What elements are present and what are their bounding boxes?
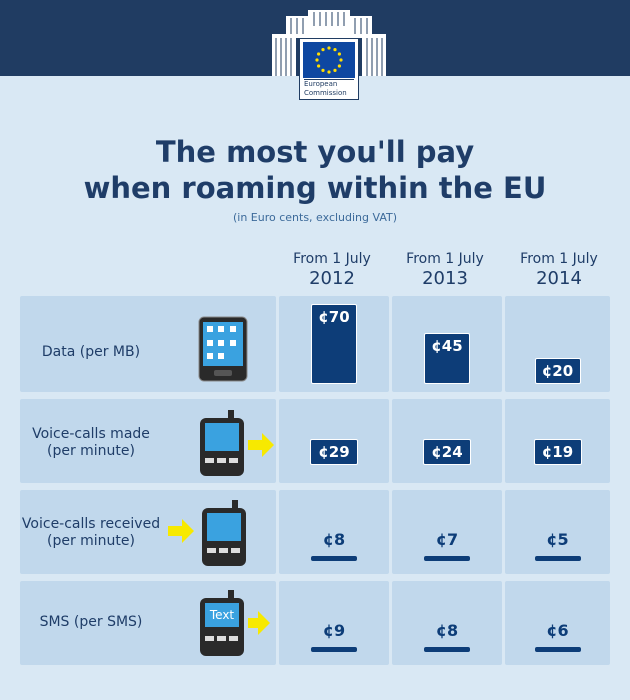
flag-star — [315, 58, 319, 62]
flag-star — [333, 68, 337, 72]
bar-2-2 — [534, 556, 581, 561]
flag-star — [327, 70, 331, 74]
bar-0-1: ¢45 — [424, 332, 470, 384]
bar-3-0 — [311, 647, 357, 652]
mobile-phone-incoming-icon — [168, 500, 246, 566]
logo-text-commission: Commission — [304, 89, 347, 97]
column-header-2013: From 1 July 2013 — [389, 250, 501, 290]
bar-value-label: ¢29 — [318, 443, 350, 461]
column-header-year: 2014 — [536, 268, 582, 289]
row-label-line: Voice-calls received — [21, 516, 161, 532]
bar-value-label: ¢19 — [541, 443, 574, 461]
row-label-sms: SMS (per SMS) — [12, 614, 170, 631]
value-label-3-2: ¢6 — [546, 621, 569, 640]
bar-value-label: ¢70 — [318, 308, 350, 326]
chart-title-line-1: The most you'll pay — [155, 135, 475, 169]
flag-star — [337, 64, 341, 68]
row-label-voice-received: Voice-calls received (per minute) — [12, 516, 170, 550]
column-header-date: From 1 July — [520, 251, 598, 267]
row-label-line: SMS (per SMS) — [39, 614, 143, 630]
logo-text-european: European — [304, 80, 338, 88]
column-header-2014: From 1 July 2014 — [503, 250, 615, 290]
bar-0-2: ¢20 — [534, 358, 581, 384]
flag-star — [321, 68, 325, 72]
sms-text-label: Text — [209, 608, 235, 622]
flag-star — [337, 52, 341, 56]
value-label-2-2: ¢5 — [546, 530, 569, 549]
bar-3-1 — [424, 647, 470, 652]
bar-1-0: ¢29 — [310, 439, 358, 465]
value-label-3-1: ¢8 — [435, 621, 459, 640]
mobile-phone-outgoing-icon — [200, 410, 274, 476]
commission-building-logo — [272, 10, 386, 76]
flag-star — [317, 52, 321, 56]
eu-flag-icon — [303, 42, 355, 78]
bar-0-0: ¢70 — [311, 304, 357, 384]
flag-star — [339, 58, 343, 62]
row-label-data: Data (per MB) — [12, 344, 170, 361]
bar-3-2 — [534, 647, 581, 652]
value-label-3-0: ¢9 — [322, 621, 346, 640]
value-label-2-1: ¢7 — [435, 530, 459, 549]
column-header-year: 2012 — [309, 268, 355, 289]
row-label-unit: (per minute) — [46, 533, 135, 549]
eu-logo: European Commission — [299, 38, 359, 100]
sms-phone-icon: Text — [196, 590, 276, 660]
flag-star — [321, 48, 325, 52]
smartphone-icon — [198, 316, 248, 382]
column-header-date: From 1 July — [293, 251, 371, 267]
column-header-2012: From 1 July 2012 — [276, 250, 388, 290]
bar-2-1 — [424, 556, 470, 561]
flag-star — [327, 46, 331, 50]
row-label-line: Voice-calls made — [32, 426, 150, 442]
logo-divider — [304, 79, 354, 80]
chart-subtitle: (in Euro cents, excluding VAT) — [232, 211, 398, 224]
bar-2-0 — [311, 556, 357, 561]
flag-star — [333, 48, 337, 52]
column-header-date: From 1 July — [406, 251, 484, 267]
column-header-year: 2013 — [422, 268, 468, 289]
value-label-2-0: ¢8 — [322, 530, 346, 549]
chart-title-line-2: when roaming within the EU — [83, 171, 547, 205]
bar-value-label: ¢45 — [431, 336, 463, 355]
flag-star — [317, 64, 321, 68]
row-label-unit: (per minute) — [46, 443, 135, 459]
bar-1-2: ¢19 — [533, 439, 582, 465]
bar-1-1: ¢24 — [423, 439, 471, 465]
bar-value-label: ¢20 — [541, 362, 574, 380]
row-label-voice-made: Voice-calls made (per minute) — [12, 426, 170, 460]
bar-value-label: ¢24 — [431, 443, 463, 461]
row-label-line: Data (per MB) — [41, 344, 141, 360]
